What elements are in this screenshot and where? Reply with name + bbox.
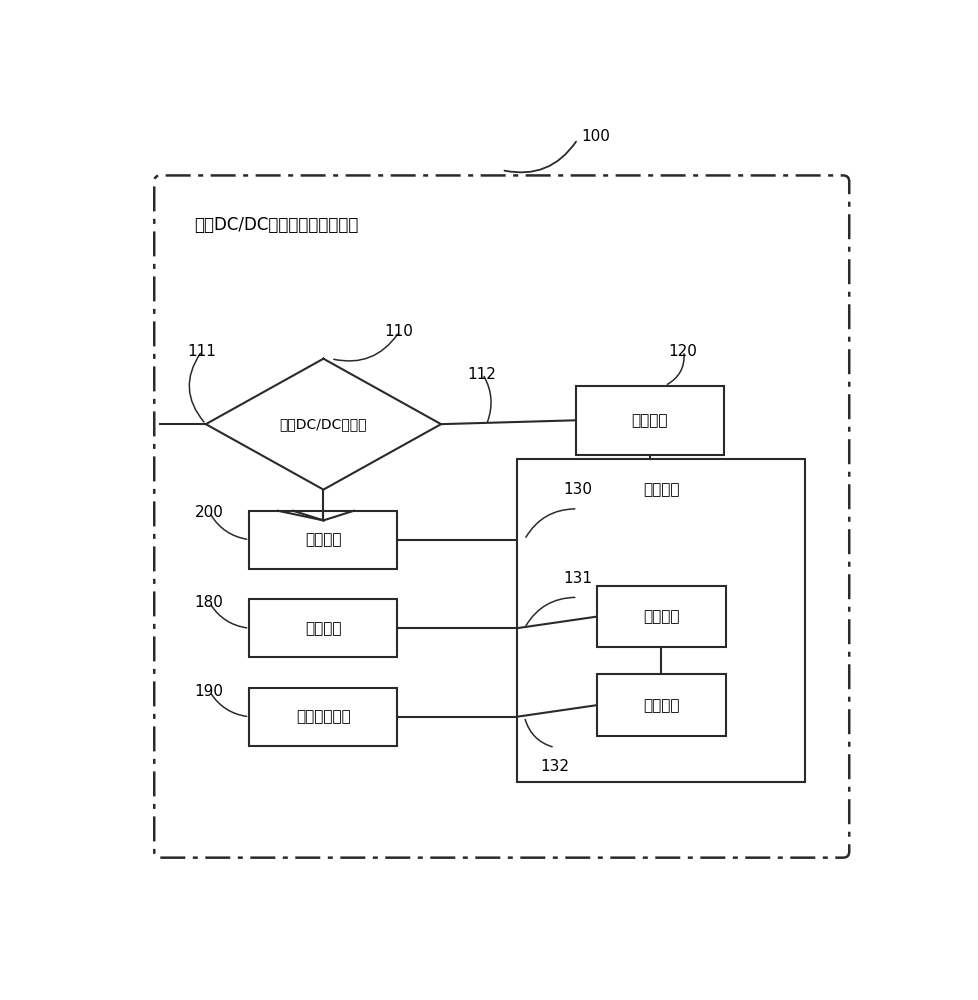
Text: 切换单元: 切换单元: [643, 698, 679, 713]
Text: 200: 200: [195, 505, 223, 520]
FancyBboxPatch shape: [249, 511, 397, 569]
Text: 190: 190: [195, 684, 223, 699]
Text: 控制模块: 控制模块: [643, 482, 679, 497]
FancyBboxPatch shape: [596, 586, 725, 647]
Text: 120: 120: [668, 344, 696, 359]
Text: 调制模块: 调制模块: [305, 621, 341, 636]
Text: 112: 112: [467, 367, 496, 382]
Text: 比较单元: 比较单元: [643, 609, 679, 624]
Text: 驱动模块: 驱动模块: [305, 532, 341, 547]
Text: 131: 131: [562, 571, 592, 586]
Text: 180: 180: [195, 595, 223, 610]
Text: 100: 100: [581, 129, 609, 144]
Text: 采集模块: 采集模块: [631, 413, 667, 428]
FancyBboxPatch shape: [155, 175, 848, 858]
Text: 双向DC/DC变换器换向控制系统: 双向DC/DC变换器换向控制系统: [195, 216, 359, 234]
Text: 130: 130: [562, 482, 592, 497]
Text: 111: 111: [187, 344, 215, 359]
FancyBboxPatch shape: [249, 599, 397, 657]
Text: 双向DC/DC变换器: 双向DC/DC变换器: [280, 417, 367, 431]
Text: 110: 110: [383, 324, 413, 339]
Text: 132: 132: [540, 759, 569, 774]
Text: 模数转换模块: 模数转换模块: [295, 709, 350, 724]
FancyBboxPatch shape: [596, 674, 725, 736]
FancyBboxPatch shape: [249, 688, 397, 746]
FancyBboxPatch shape: [575, 386, 723, 455]
FancyBboxPatch shape: [516, 459, 804, 782]
